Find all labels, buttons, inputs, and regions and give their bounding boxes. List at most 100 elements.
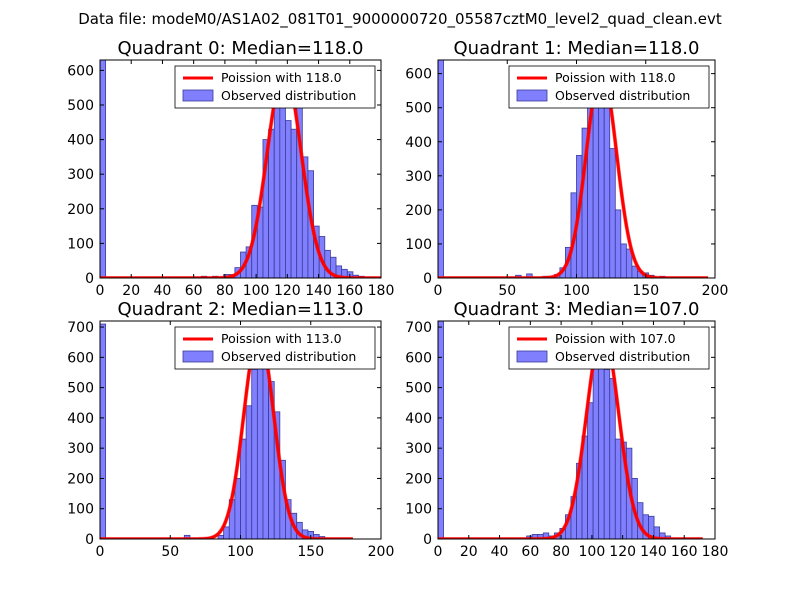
y-tick-label: 700 xyxy=(405,320,432,336)
x-tick-label: 0 xyxy=(96,544,105,560)
y-tick-label: 300 xyxy=(67,167,94,183)
y-tick-label: 100 xyxy=(67,502,94,518)
histogram-bar xyxy=(438,321,444,539)
histogram-bar xyxy=(100,60,107,278)
histogram-bar xyxy=(603,369,611,539)
histogram-bar xyxy=(438,60,444,278)
x-tick-label: 180 xyxy=(702,544,729,560)
y-tick-label: 500 xyxy=(405,101,432,117)
plot-area xyxy=(100,60,381,278)
legend: Poission with 118.0 Observed distribution xyxy=(508,65,710,109)
poisson-fit-line xyxy=(100,68,381,278)
x-tick-label: 140 xyxy=(640,544,667,560)
histogram-bar xyxy=(592,359,600,539)
quadrant-0-chart: Quadrant 0: Median=118.00 20 40 60 80 100 120 1… xyxy=(67,38,394,299)
x-tick-label: 40 xyxy=(154,283,172,299)
y-tick-label: 100 xyxy=(405,502,432,518)
histogram-bar xyxy=(614,209,622,278)
y-tick-label: 300 xyxy=(67,441,94,457)
figure-title: Data file: modeM0/AS1A02_081T01_90000007… xyxy=(78,10,722,29)
histogram-bar xyxy=(609,148,616,278)
histogram-bar xyxy=(598,347,605,539)
x-tick-label: 120 xyxy=(609,544,636,560)
y-tick-label: 400 xyxy=(67,133,94,149)
x-tick-label: 160 xyxy=(336,283,363,299)
x-tick-label: 100 xyxy=(579,544,606,560)
histogram-bar xyxy=(285,120,292,278)
x-tick-label: 180 xyxy=(368,283,395,299)
legend: Poission with 118.0 Observed distribution xyxy=(174,65,376,109)
axes-frame xyxy=(437,320,716,540)
histogram-bar xyxy=(240,438,247,539)
chart-title: Quadrant 3: Median=107.0 xyxy=(454,299,700,320)
histogram-bar xyxy=(614,438,622,539)
legend-hist-label: Observed distribution xyxy=(555,349,690,364)
legend: Poission with 113.0 Observed distribution xyxy=(174,326,376,370)
y-tick-label: 400 xyxy=(405,135,432,151)
x-tick-label: 120 xyxy=(274,283,301,299)
quadrant-1-chart: Quadrant 1: Median=118.0 0 50 100 150 200 0 100… xyxy=(405,38,728,299)
y-tick-label: 200 xyxy=(67,202,94,218)
histogram-bar xyxy=(598,86,605,278)
x-tick-label: 100 xyxy=(227,544,254,560)
y-tick-label: 0 xyxy=(423,271,432,287)
y-tick-label: 400 xyxy=(67,411,94,427)
x-tick-label: 60 xyxy=(185,283,203,299)
x-tick-label: 80 xyxy=(552,544,570,560)
y-tick-label: 100 xyxy=(67,236,94,252)
x-tick-label: 0 xyxy=(434,544,443,560)
x-tick-label: 160 xyxy=(671,544,698,560)
y-tick-label: 500 xyxy=(67,98,94,114)
histogram-bar xyxy=(273,83,281,278)
y-tick-label: 100 xyxy=(405,237,432,253)
x-tick-label: 20 xyxy=(122,283,140,299)
legend-fit-label: Poission with 113.0 xyxy=(221,331,342,346)
y-tick-label: 600 xyxy=(67,350,94,366)
y-tick-label: 400 xyxy=(405,411,432,427)
plot-area xyxy=(438,60,710,278)
y-tick-label: 200 xyxy=(405,471,432,487)
chart-title: Quadrant 1: Median=118.0 xyxy=(454,38,700,59)
histogram-bar xyxy=(587,402,594,539)
legend-hist-label: Observed distribution xyxy=(221,349,356,364)
legend: Poission with 107.0 Observed distribution xyxy=(508,326,710,370)
histogram-bar xyxy=(609,378,616,539)
histogram-bar xyxy=(603,107,611,278)
histogram-bar xyxy=(100,323,107,539)
y-tick-label: 500 xyxy=(405,381,432,397)
y-tick-label: 0 xyxy=(85,532,94,548)
x-tick-label: 50 xyxy=(498,283,516,299)
histogram-bar xyxy=(245,405,253,539)
y-tick-label: 200 xyxy=(67,471,94,487)
x-tick-label: 0 xyxy=(96,283,105,299)
histogram-bar xyxy=(290,128,298,278)
y-tick-label: 200 xyxy=(405,203,432,219)
legend-bar-swatch xyxy=(182,89,214,102)
legend-bar-swatch xyxy=(516,89,548,102)
y-tick-label: 500 xyxy=(67,381,94,397)
legend-fit-label: Poission with 118.0 xyxy=(555,70,676,85)
x-tick-label: 150 xyxy=(632,283,659,299)
x-tick-label: 0 xyxy=(434,283,443,299)
y-tick-label: 600 xyxy=(405,350,432,366)
legend-hist-label: Observed distribution xyxy=(555,88,690,103)
histogram-bar xyxy=(251,369,258,539)
axes-frame xyxy=(99,59,382,279)
quadrant-2-chart: Quadrant 2: Median=113.0 0 50 100 150 200 0 100… xyxy=(67,299,394,560)
histogram-bar xyxy=(620,243,627,278)
x-tick-label: 50 xyxy=(161,544,179,560)
x-tick-label: 200 xyxy=(368,544,395,560)
y-tick-label: 700 xyxy=(67,320,94,336)
histogram-bar xyxy=(625,248,633,278)
chart-title: Quadrant 0: Median=118.0 xyxy=(118,38,364,59)
x-tick-label: 80 xyxy=(216,283,234,299)
legend-hist-label: Observed distribution xyxy=(221,88,356,103)
y-tick-label: 300 xyxy=(405,441,432,457)
histogram-bar xyxy=(268,128,275,278)
legend-fit-label: Poission with 118.0 xyxy=(221,70,342,85)
x-tick-label: 140 xyxy=(305,283,332,299)
y-tick-label: 0 xyxy=(423,532,432,548)
x-tick-label: 100 xyxy=(243,283,270,299)
legend-bar-swatch xyxy=(182,350,214,363)
